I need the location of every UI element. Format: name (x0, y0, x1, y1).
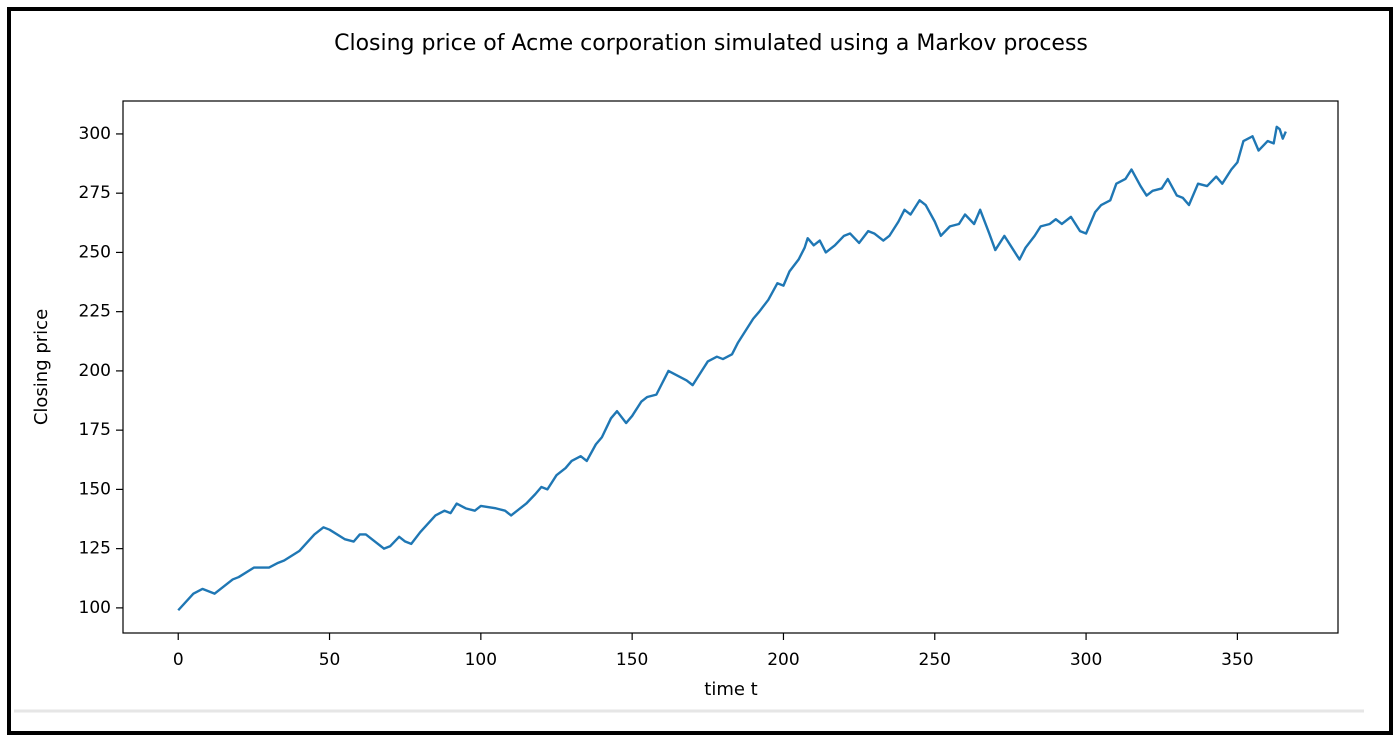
y-tick-label: 250 (79, 242, 111, 262)
price-line (177, 125, 1287, 612)
x-tick-label: 150 (616, 650, 648, 670)
x-tick-label: 50 (319, 650, 341, 670)
frame (7, 7, 1393, 735)
y-axis-label: Closing price (31, 309, 52, 425)
y-tick-label: 175 (79, 420, 111, 440)
y-tick-label: 200 (79, 361, 111, 381)
x-tick-label: 350 (1221, 650, 1253, 670)
x-tick-label: 200 (767, 650, 799, 670)
chart-title: Closing price of Acme corporation simula… (334, 31, 1088, 56)
x-axis-label: time t (704, 679, 757, 700)
y-tick-label: 125 (79, 539, 111, 559)
x-tick-label: 300 (1070, 650, 1102, 670)
x-tick-label: 250 (919, 650, 951, 670)
x-tick-label: 0 (173, 650, 184, 670)
x-tick-label: 100 (465, 650, 497, 670)
y-tick-label: 150 (79, 479, 111, 499)
y-tick-label: 100 (79, 598, 111, 618)
y-tick-label: 300 (79, 124, 111, 144)
y-tick-label: 275 (79, 183, 111, 203)
plot-frame (122, 100, 1339, 634)
y-tick-label: 225 (79, 302, 111, 322)
